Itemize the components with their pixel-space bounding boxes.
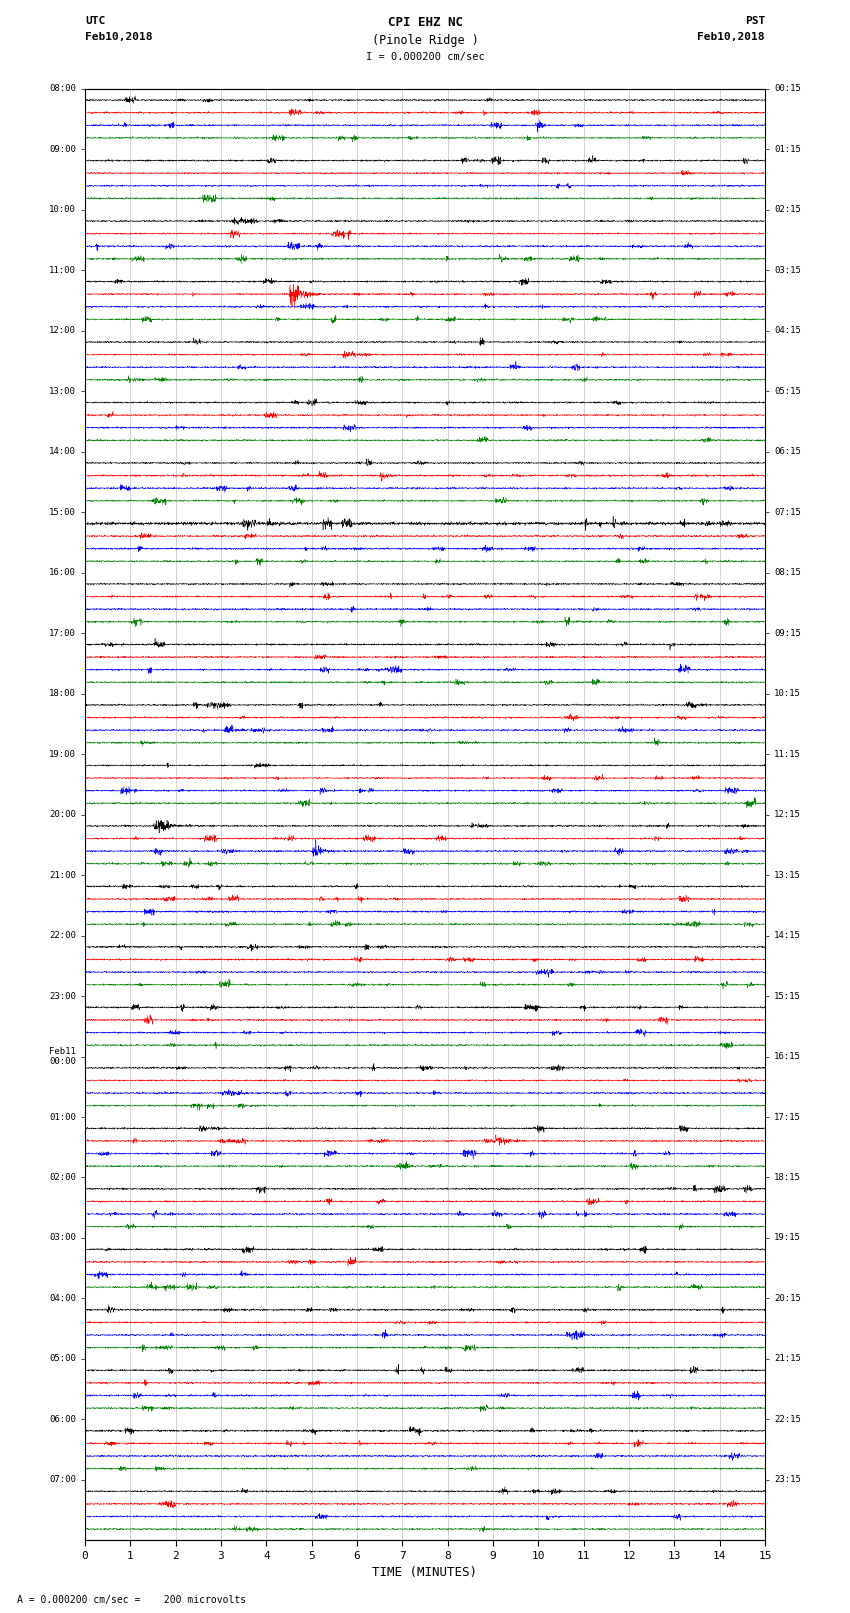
Text: A = 0.000200 cm/sec =    200 microvolts: A = 0.000200 cm/sec = 200 microvolts (17, 1595, 246, 1605)
Text: UTC: UTC (85, 16, 105, 26)
Text: Feb10,2018: Feb10,2018 (85, 32, 152, 42)
Text: (Pinole Ridge ): (Pinole Ridge ) (371, 34, 479, 47)
Text: CPI EHZ NC: CPI EHZ NC (388, 16, 462, 29)
Text: I = 0.000200 cm/sec: I = 0.000200 cm/sec (366, 52, 484, 61)
Text: PST: PST (745, 16, 765, 26)
Text: Feb10,2018: Feb10,2018 (698, 32, 765, 42)
X-axis label: TIME (MINUTES): TIME (MINUTES) (372, 1566, 478, 1579)
